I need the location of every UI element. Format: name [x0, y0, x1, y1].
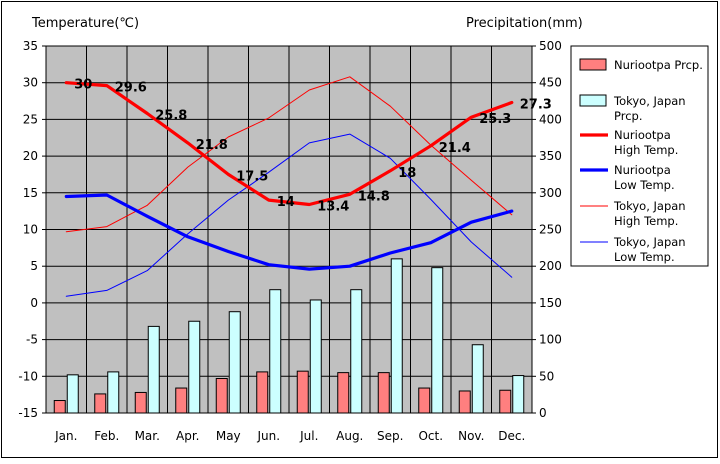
bar-nuriootpa-prcp — [296, 370, 309, 414]
bar-tokyo-prcp — [147, 325, 160, 414]
bar-tokyo-prcp — [228, 311, 241, 414]
x-tick-label: Dec. — [498, 429, 525, 443]
data-label: 18 — [398, 166, 416, 181]
x-tick-label: Jul. — [299, 429, 318, 443]
legend-label-nuriootpa-low: Nuriootpa — [614, 163, 671, 177]
line-nuriootpa-high — [64, 81, 514, 207]
data-label: 30 — [74, 78, 92, 93]
y-left-tick-label: 10 — [23, 223, 38, 237]
y-right-tick-label: 250 — [539, 223, 562, 237]
data-label: 25.8 — [155, 109, 187, 124]
y-left-tick-label: 25 — [23, 112, 38, 126]
x-tick-label: May — [216, 429, 241, 443]
y-left-tick-label: 30 — [23, 76, 38, 90]
legend-box — [570, 45, 709, 267]
x-tick-label: Sep. — [377, 429, 403, 443]
legend-swatch-tokyo-prcp — [579, 94, 607, 107]
legend-swatch-nuriootpa-prcp — [579, 58, 607, 71]
bar-tokyo-prcp — [471, 344, 484, 414]
y-right-tick-label: 300 — [539, 186, 562, 200]
y-right-tick-label: 50 — [539, 369, 554, 383]
x-tick-label: Mar. — [135, 429, 160, 443]
data-label: 14 — [277, 195, 295, 210]
bar-nuriootpa-prcp — [175, 387, 188, 414]
bar-nuriootpa-prcp — [377, 372, 390, 414]
legend-label-tokyo-prcp: Tokyo, Japan — [613, 94, 686, 108]
data-label: 13.4 — [317, 200, 349, 215]
y-left-tick-label: -15 — [18, 406, 38, 420]
x-tick-label: Feb. — [94, 429, 119, 443]
legend-label-nuriootpa-low: Low Temp. — [614, 178, 675, 192]
x-tick-label: Apr. — [176, 429, 199, 443]
legend-label-tokyo-low: Low Temp. — [614, 250, 675, 264]
bar-tokyo-prcp — [350, 289, 363, 414]
y-left-tick-label: 35 — [23, 39, 38, 53]
data-label: 25.3 — [479, 112, 511, 127]
y-right-tick-label: 0 — [539, 406, 547, 420]
data-label: 14.8 — [358, 189, 390, 204]
data-label: 21.4 — [439, 141, 471, 156]
bar-nuriootpa-prcp — [418, 387, 431, 414]
bar-tokyo-prcp — [390, 258, 403, 414]
line-tokyo-high — [65, 76, 513, 233]
x-tick-label: Nov. — [458, 429, 484, 443]
y-right-tick-label: 500 — [539, 39, 562, 53]
y-right-tick-label: 150 — [539, 296, 562, 310]
line-nuriootpa-low — [64, 193, 514, 271]
y-right-tick-label: 450 — [539, 76, 562, 90]
y-left-tick-label: 15 — [23, 186, 38, 200]
x-tick-label: Oct. — [418, 429, 443, 443]
data-label: 29.6 — [115, 81, 147, 96]
y-right-tick-label: 350 — [539, 149, 562, 163]
y-left-axis-title: Temperature(℃) — [31, 16, 139, 31]
legend-label-tokyo-high: Tokyo, Japan — [613, 199, 686, 213]
data-label: 27.3 — [520, 98, 552, 113]
line-tokyo-low — [65, 133, 513, 297]
bar-tokyo-prcp — [512, 375, 525, 414]
bar-nuriootpa-prcp — [337, 372, 350, 414]
y-left-tick-label: 5 — [30, 259, 38, 273]
legend-label-tokyo-prcp: Prcp. — [614, 109, 643, 123]
legend-label-tokyo-high: High Temp. — [614, 214, 678, 228]
y-right-axis-title: Precipitation(mm) — [466, 16, 583, 31]
bar-nuriootpa-prcp — [134, 391, 147, 414]
x-tick-label: Jan. — [54, 429, 77, 443]
bar-nuriootpa-prcp — [94, 393, 107, 414]
bar-tokyo-prcp — [269, 289, 282, 414]
y-right-tick-label: 200 — [539, 259, 562, 273]
bar-tokyo-prcp — [431, 267, 444, 414]
legend-label-nuriootpa-prcp: Nuriootpa Prcp. — [614, 58, 703, 72]
y-left-tick-label: -5 — [26, 333, 38, 347]
bar-nuriootpa-prcp — [215, 378, 228, 414]
y-left-tick-label: 20 — [23, 149, 38, 163]
bar-tokyo-prcp — [188, 320, 201, 414]
bar-nuriootpa-prcp — [499, 389, 512, 414]
bar-tokyo-prcp — [107, 371, 120, 414]
y-right-tick-label: 100 — [539, 333, 562, 347]
y-right-tick-label: 400 — [539, 112, 562, 126]
x-tick-label: Jun. — [256, 429, 280, 443]
data-label: 21.8 — [196, 138, 228, 153]
legend-label-nuriootpa-high: Nuriootpa — [614, 128, 671, 142]
bar-nuriootpa-prcp — [458, 390, 471, 414]
data-label: 17.5 — [236, 169, 268, 184]
bar-nuriootpa-prcp — [256, 371, 269, 414]
y-left-tick-label: 0 — [30, 296, 38, 310]
legend-label-nuriootpa-high: High Temp. — [614, 143, 678, 157]
x-tick-label: Aug. — [336, 429, 363, 443]
bar-tokyo-prcp — [309, 299, 322, 414]
bar-nuriootpa-prcp — [53, 400, 66, 414]
bar-tokyo-prcp — [66, 374, 79, 414]
y-left-tick-label: -10 — [18, 369, 38, 383]
legend-label-tokyo-low: Tokyo, Japan — [613, 235, 686, 249]
